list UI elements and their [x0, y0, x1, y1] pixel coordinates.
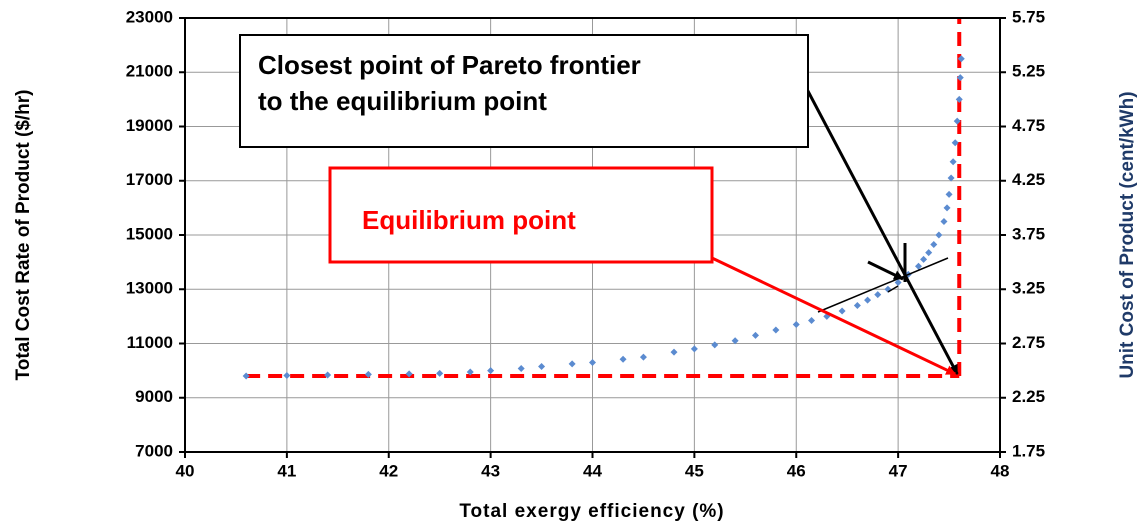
y-tick-label: 7000 — [135, 441, 173, 460]
point — [568, 360, 576, 368]
point — [538, 363, 546, 371]
y-tick-label: 11000 — [127, 333, 173, 352]
point — [943, 204, 951, 212]
x-tick-label: 48 — [991, 461, 1010, 480]
annotation-box — [328, 166, 714, 264]
point — [619, 355, 627, 363]
crosshair-arrow — [867, 260, 904, 281]
point — [925, 249, 933, 257]
y-tick-label: 23000 — [126, 7, 173, 26]
y-tick-label: 13000 — [126, 279, 173, 298]
point — [283, 372, 291, 380]
point — [955, 95, 963, 103]
y2-axis-label: Unit Cost of Product (cent/kWh) — [1117, 91, 1138, 378]
y2-tick-label: 1.75 — [1012, 441, 1045, 460]
y-tick-label: 15000 — [126, 224, 173, 243]
point — [772, 326, 780, 334]
normal-mark — [887, 285, 899, 293]
x-tick-label: 43 — [481, 461, 500, 480]
point — [808, 316, 816, 324]
marks — [242, 18, 965, 380]
y2-tick-label: 2.25 — [1012, 387, 1045, 406]
y2-tick-label: 4.75 — [1012, 116, 1045, 135]
point — [711, 341, 719, 349]
y2-tick-label: 5.25 — [1012, 62, 1045, 81]
point — [957, 55, 965, 63]
y2-tick-label: 3.75 — [1012, 224, 1045, 243]
y2-tick-label: 4.25 — [1012, 170, 1045, 189]
tangent-line — [817, 257, 949, 313]
y-axis-label: Total Cost Rate of Product ($/hr) — [13, 90, 34, 381]
annotation-text: Closest point of Pareto frontier — [258, 50, 641, 80]
point — [930, 240, 938, 248]
point — [405, 370, 413, 378]
point — [792, 321, 800, 329]
x-tick-label: 45 — [685, 461, 704, 480]
y-tick-label: 9000 — [135, 387, 173, 406]
point — [639, 353, 647, 361]
point — [242, 372, 250, 380]
point — [874, 291, 882, 299]
point — [436, 369, 444, 377]
annotation-text: Equilibrium point — [362, 205, 576, 235]
y2-tick-label: 3.25 — [1012, 279, 1045, 298]
y-tick-label: 17000 — [126, 170, 173, 189]
point — [670, 348, 678, 356]
point — [731, 337, 739, 345]
point — [951, 139, 959, 147]
point — [853, 302, 861, 310]
x-tick-label: 44 — [583, 461, 602, 480]
y2-tick-label: 5.75 — [1012, 7, 1045, 26]
annotations: Closest point of Pareto frontier to the e… — [239, 34, 959, 376]
x-tick-label: 40 — [176, 461, 195, 480]
y-tick-label: 19000 — [126, 116, 173, 135]
red-arrow — [711, 256, 957, 376]
y2-tick-label: 2.75 — [1012, 333, 1045, 352]
point — [487, 367, 495, 375]
point — [945, 190, 953, 198]
point — [466, 368, 474, 376]
annotation-text: to the equilibrium point — [258, 86, 547, 116]
point — [324, 371, 332, 379]
point — [920, 255, 928, 263]
x-tick-label: 46 — [787, 461, 806, 480]
x-tick-label: 41 — [277, 461, 296, 480]
point — [947, 174, 955, 182]
annotation-box — [239, 34, 809, 148]
point — [838, 307, 846, 315]
point — [953, 117, 961, 125]
point — [589, 358, 596, 366]
point — [690, 345, 698, 353]
point — [864, 296, 872, 304]
point — [517, 364, 525, 372]
x-tick-label: 47 — [889, 461, 908, 480]
point — [940, 217, 948, 225]
black-arrow — [798, 75, 959, 375]
point — [935, 231, 943, 239]
point — [949, 158, 957, 166]
point — [752, 331, 759, 339]
point — [915, 262, 922, 270]
plot-border — [184, 17, 1001, 453]
y-tick-label: 21000 — [126, 62, 173, 81]
x-tick-label: 42 — [379, 461, 398, 480]
point — [956, 74, 964, 82]
point — [364, 370, 372, 378]
x-axis-label: Total exergy efficiency (%) — [459, 501, 724, 522]
point — [894, 278, 902, 286]
